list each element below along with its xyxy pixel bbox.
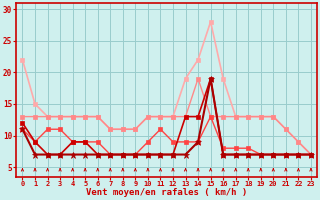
X-axis label: Vent moyen/en rafales ( km/h ): Vent moyen/en rafales ( km/h ) [86,188,247,197]
